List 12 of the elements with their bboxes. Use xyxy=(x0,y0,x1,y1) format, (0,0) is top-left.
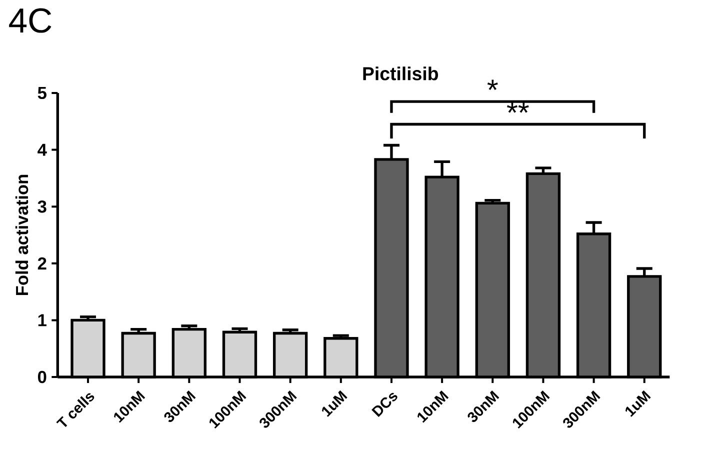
text: * xyxy=(487,80,498,90)
y-tick-label: 2 xyxy=(38,257,46,270)
y-tick-label: 3 xyxy=(38,200,46,213)
y-tick-label: 1 xyxy=(38,314,46,326)
y-tick-label: 0 xyxy=(38,370,46,384)
annotation: ** xyxy=(506,102,529,113)
y-tick-label: 5 xyxy=(38,86,46,100)
chart-title: Pictilisib xyxy=(363,66,438,80)
y-axis-title: Fold activation xyxy=(15,174,28,296)
x-tick-label: DCs xyxy=(372,392,398,417)
text: 4C xyxy=(9,8,52,33)
y-tick-label: 4 xyxy=(38,144,47,156)
